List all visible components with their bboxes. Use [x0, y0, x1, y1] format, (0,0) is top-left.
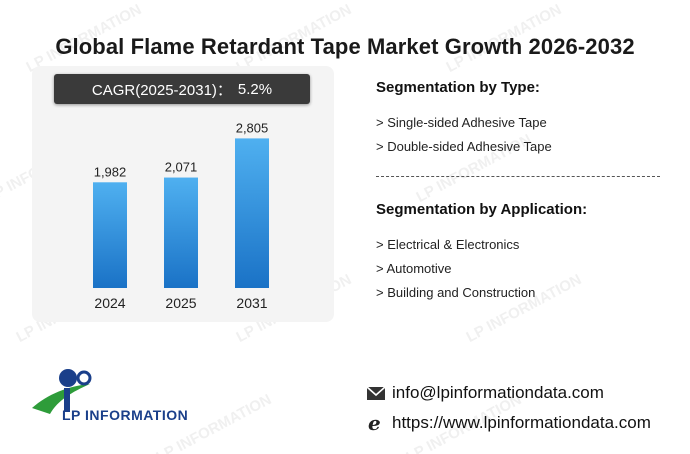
email-text[interactable]: info@lpinformationdata.com — [392, 383, 604, 402]
section-divider — [376, 176, 660, 177]
cagr-value: 5.2% — [237, 80, 273, 98]
bar-2024 — [93, 182, 127, 288]
segmentation-application-item: > Automotive — [376, 261, 452, 276]
segmentation-type-heading: Segmentation by Type: — [376, 79, 540, 96]
bar-chart: 1,982 2024 2,071 2025 2,805 2031 — [93, 120, 269, 311]
bar-value-label: 2,805 — [236, 120, 269, 135]
watermark-text: LP INFORMATION — [463, 271, 585, 346]
segmentation-type-item: > Single-sided Adhesive Tape — [376, 115, 547, 130]
bar-value-label: 2,071 — [165, 160, 198, 175]
lp-information-logo-icon — [32, 369, 92, 414]
website-text[interactable]: https://www.lpinformationdata.com — [392, 413, 651, 432]
bar-2031 — [235, 138, 269, 288]
page-title: Global Flame Retardant Tape Market Growt… — [55, 34, 635, 59]
segmentation-application-heading: Segmentation by Application: — [376, 201, 588, 218]
logo-text: LP INFORMATION — [62, 407, 189, 423]
envelope-icon — [366, 386, 386, 400]
contact-email: info@lpinformationdata.com — [366, 383, 604, 403]
segmentation-application-item: > Electrical & Electronics — [376, 237, 520, 252]
bar-2025 — [164, 177, 198, 288]
segmentation-application-item: > Building and Construction — [376, 285, 536, 300]
cagr-badge: CAGR(2025-2031)： 5.2% — [54, 74, 310, 104]
svg-text:e: e — [368, 413, 381, 433]
browser-e-icon: e — [368, 413, 381, 433]
x-tick-label: 2025 — [165, 295, 196, 311]
x-tick-label: 2031 — [236, 295, 267, 311]
segmentation-type-item: > Double-sided Adhesive Tape — [376, 139, 552, 154]
cagr-label: CAGR(2025-2031)： — [91, 81, 232, 99]
contact-website: e https://www.lpinformationdata.com — [366, 413, 651, 433]
x-tick-label: 2024 — [94, 295, 125, 311]
bar-value-label: 1,982 — [94, 164, 127, 179]
